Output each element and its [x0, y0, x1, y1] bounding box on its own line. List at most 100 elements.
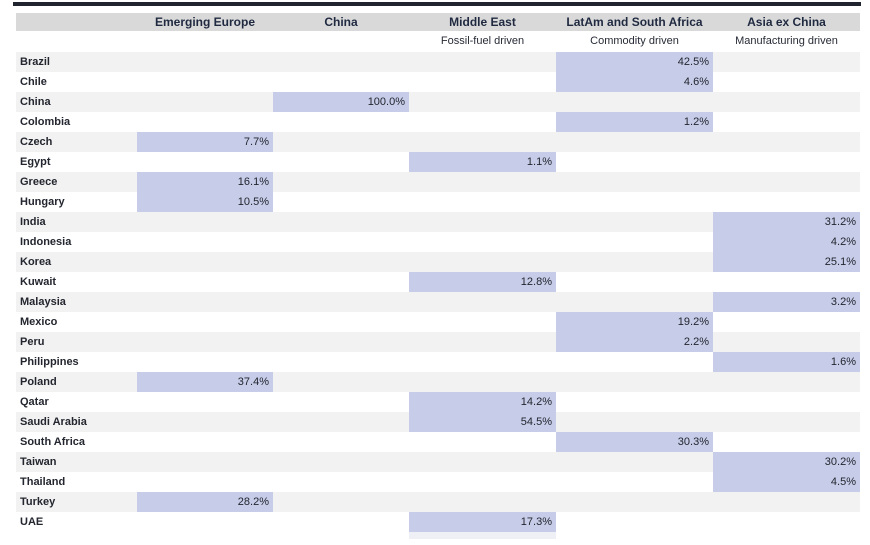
empty-cell [137, 512, 273, 532]
table-row: UAE 17.3% [16, 512, 860, 532]
empty-cell [137, 352, 273, 372]
empty-cell [273, 472, 409, 492]
empty-cell [556, 352, 713, 372]
table-row: Brazil 42.5% [16, 52, 860, 72]
empty-cell [273, 292, 409, 312]
country-label: Korea [20, 256, 52, 268]
table-row: Philippines 1.6% [16, 352, 860, 372]
weight-cell: 30.2% [713, 452, 860, 472]
table-row: Indonesia 4.2% [16, 232, 860, 252]
empty-cell [556, 92, 713, 112]
table-row: Qatar 14.2% [16, 392, 860, 412]
table-row: China 100.0% [16, 92, 860, 112]
column-header-emerging-europe: Emerging Europe [154, 15, 255, 29]
empty-cell [713, 112, 860, 132]
empty-cell [713, 192, 860, 212]
country-label: Malaysia [20, 296, 66, 308]
country-label: Egypt [20, 156, 51, 168]
subtitle-middle-east: Fossil-fuel driven [440, 35, 525, 47]
empty-cell [137, 392, 273, 412]
empty-cell [137, 252, 273, 272]
country-label: Colombia [20, 116, 71, 128]
weight-cell: 10.5% [137, 192, 273, 212]
table-row: Malaysia 3.2% [16, 292, 860, 312]
empty-cell [409, 112, 556, 132]
empty-cell [409, 432, 556, 452]
subtitle-china [273, 31, 409, 52]
table-row: Korea 25.1% [16, 252, 860, 272]
empty-cell [556, 152, 713, 172]
empty-cell [273, 492, 409, 512]
country-label: UAE [20, 516, 44, 528]
country-label: Peru [20, 336, 45, 348]
empty-cell [137, 72, 273, 92]
subtitle-asia-ex-china: Manufacturing driven [735, 35, 838, 47]
empty-cell [713, 432, 860, 452]
country-label: Thailand [20, 476, 66, 488]
empty-cell [713, 392, 860, 412]
empty-cell [556, 492, 713, 512]
empty-cell [713, 412, 860, 432]
weight-cell: 31.2% [713, 212, 860, 232]
table-row: Chile 4.6% [16, 72, 860, 92]
highlight-cell-shadow [409, 532, 556, 539]
empty-cell [273, 152, 409, 172]
weight-cell: 12.8% [409, 272, 556, 292]
empty-cell [273, 212, 409, 232]
empty-cell [409, 252, 556, 272]
empty-cell [409, 132, 556, 152]
empty-cell [137, 312, 273, 332]
empty-cell [556, 412, 713, 432]
empty-cell [409, 72, 556, 92]
empty-cell [409, 292, 556, 312]
empty-cell [713, 172, 860, 192]
empty-cell [556, 192, 713, 212]
weight-cell: 3.2% [713, 292, 860, 312]
empty-cell [273, 312, 409, 332]
column-header-middle-east: Middle East [449, 15, 516, 29]
country-label: Brazil [20, 56, 50, 68]
empty-cell [273, 172, 409, 192]
country-label: Czech [20, 136, 53, 148]
weight-cell: 42.5% [556, 52, 713, 72]
table-row: Kuwait 12.8% [16, 272, 860, 292]
empty-cell [409, 472, 556, 492]
empty-cell [409, 232, 556, 252]
weight-cell: 14.2% [409, 392, 556, 412]
weight-cell: 54.5% [409, 412, 556, 432]
table-row: Colombia 1.2% [16, 112, 860, 132]
empty-cell [137, 232, 273, 252]
empty-cell [273, 232, 409, 252]
empty-cell [556, 512, 713, 532]
weight-cell: 25.1% [713, 252, 860, 272]
empty-cell [713, 312, 860, 332]
empty-cell [137, 92, 273, 112]
empty-cell [273, 112, 409, 132]
table-row: Mexico 19.2% [16, 312, 860, 332]
weight-cell: 1.2% [556, 112, 713, 132]
empty-cell [556, 292, 713, 312]
empty-cell [273, 352, 409, 372]
empty-cell [273, 192, 409, 212]
table-row: Saudi Arabia 54.5% [16, 412, 860, 432]
empty-cell [273, 372, 409, 392]
weight-cell: 4.6% [556, 72, 713, 92]
empty-cell [273, 432, 409, 452]
empty-cell [409, 312, 556, 332]
empty-cell [713, 72, 860, 92]
table-header-row: Emerging Europe China Middle East LatAm … [16, 13, 860, 31]
empty-cell [713, 52, 860, 72]
country-label: Mexico [20, 316, 58, 328]
country-label: Greece [20, 176, 58, 188]
table-row: South Africa 30.3% [16, 432, 860, 452]
weight-cell: 28.2% [137, 492, 273, 512]
empty-cell [409, 52, 556, 72]
empty-cell [556, 172, 713, 192]
empty-cell [556, 392, 713, 412]
column-header-china: China [324, 15, 358, 29]
empty-cell [137, 52, 273, 72]
empty-cell [409, 212, 556, 232]
column-header-asia-ex-china: Asia ex China [747, 15, 826, 29]
empty-cell [713, 332, 860, 352]
empty-cell [409, 192, 556, 212]
